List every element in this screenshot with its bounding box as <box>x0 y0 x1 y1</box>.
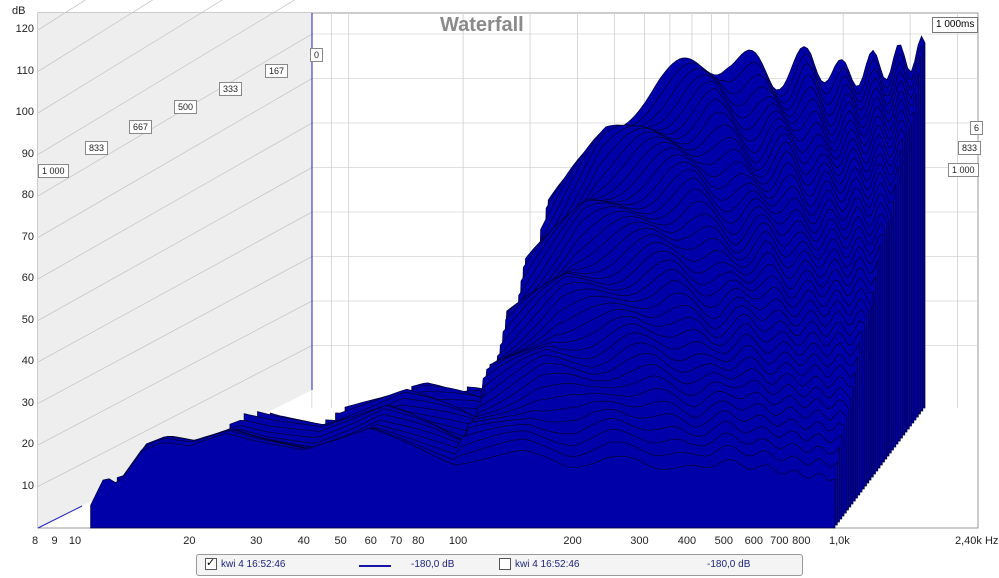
grid-line-h <box>37 211 313 363</box>
legend-checkbox-1[interactable] <box>205 556 217 570</box>
y-tick-label: 30 <box>21 396 34 409</box>
x-tick-label: 700 <box>770 535 789 547</box>
y-tick-label: 40 <box>21 355 34 367</box>
x-tick-label: 8 <box>32 535 39 547</box>
legend-label-2: kwi 4 16:52:46 <box>515 558 580 570</box>
x-tick-label: 80 <box>412 535 425 547</box>
legend-value-1: -180,0 dB <box>411 559 455 570</box>
time-tick-label: 1 000 <box>38 164 69 178</box>
x-tick-label: 500 <box>714 535 733 547</box>
time-tick-label-right: 833 <box>958 141 982 155</box>
y-tick-label: 100 <box>15 106 34 118</box>
x-tick-label: 400 <box>677 535 697 547</box>
x-tick-label: 9 <box>51 535 58 547</box>
y-tick-label: 10 <box>21 479 34 492</box>
x-tick-label: 30 <box>250 535 263 547</box>
legend-item-2[interactable]: kwi 4 16:52:46 <box>499 558 580 570</box>
legend-value-2: -180,0 dB <box>707 559 751 570</box>
grid-line-h <box>37 0 86 31</box>
grid-line-h <box>37 167 313 321</box>
legend: kwi 4 16:52:46 -180,0 dB kwi 4 16:52:46 … <box>196 554 803 576</box>
time-tick-label: 333 <box>219 82 243 96</box>
legend-line-swatch <box>359 565 391 567</box>
x-tick-label: 100 <box>448 535 468 547</box>
time-tick-label: 500 <box>174 100 198 114</box>
legend-label-1: kwi 4 16:52:46 <box>221 558 286 570</box>
x-tick-label: 10 <box>68 535 82 547</box>
grid-line-h <box>37 122 313 280</box>
x-unit-label: 2,40k Hz <box>955 535 999 547</box>
grid-line-h <box>37 300 313 446</box>
x-tick-label: 70 <box>390 535 403 547</box>
x-tick-label: 300 <box>630 535 649 547</box>
y-tick-label: 20 <box>21 438 34 450</box>
time-tick-label: 167 <box>265 64 289 78</box>
x-tick-label: 50 <box>334 535 347 547</box>
y-tick-label: 70 <box>21 230 34 243</box>
legend-item-1[interactable]: kwi 4 16:52:46 <box>205 556 286 570</box>
grid-line-h <box>37 256 313 404</box>
time-tick-label-right: 1 000 <box>948 163 979 177</box>
time-tick-label-right: 6 <box>970 121 984 135</box>
y-tick-label: 110 <box>16 64 34 77</box>
depth-axis <box>37 505 83 529</box>
y-tick-label: 90 <box>21 147 34 160</box>
x-tick-label: 600 <box>744 535 764 547</box>
legend-checkbox-2[interactable] <box>499 558 511 570</box>
y-tick-label: 120 <box>15 23 34 35</box>
waterfall-slice <box>90 427 836 529</box>
y-tick-label: 50 <box>21 313 34 326</box>
time-tick-label: 833 <box>85 141 109 155</box>
chart-title: Waterfall <box>440 14 524 36</box>
x-tick-label: 200 <box>563 535 582 547</box>
grid-line-h <box>37 78 313 238</box>
y-tick-label: 80 <box>21 189 34 201</box>
y-unit-label: dB <box>12 5 26 17</box>
grid-line-h <box>37 33 313 197</box>
grid-line-h <box>37 0 224 114</box>
grid-line-h <box>37 0 296 155</box>
time-tick-label: 0 <box>310 48 324 62</box>
x-tick-label: 20 <box>183 535 196 547</box>
waterfall-slices <box>90 35 926 529</box>
time-tick-label: 667 <box>129 120 153 134</box>
x-tick-label: 60 <box>364 535 377 547</box>
grid-line-h <box>37 345 313 487</box>
y-tick-label: 60 <box>21 272 34 284</box>
x-tick-label: 1,0k <box>829 535 850 547</box>
time-range-label[interactable]: 1 000ms <box>932 17 979 33</box>
x-tick-label: 800 <box>792 535 811 547</box>
x-tick-label: 40 <box>297 535 310 547</box>
grid-line-h <box>37 0 154 72</box>
